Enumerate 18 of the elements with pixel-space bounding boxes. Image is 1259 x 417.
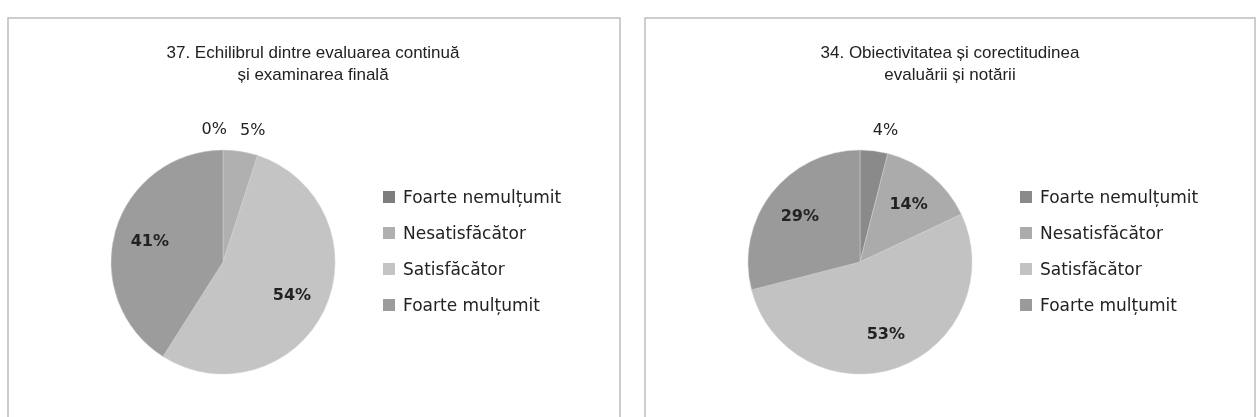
legend-label: Foarte nemulțumit: [403, 186, 562, 207]
legend-label: Nesatisfăcător: [1040, 222, 1163, 243]
legend-label: Foarte mulțumit: [1040, 294, 1178, 315]
data-label: 5%: [239, 120, 266, 140]
data-label: 29%: [780, 205, 819, 225]
text: 0%: [201, 118, 227, 138]
chart-title: 34. Obiectivitatea și corectitudinea evaluării și notării: [820, 43, 1080, 84]
legend-label: Satisfăcător: [403, 258, 505, 279]
data-label: 53%: [866, 324, 905, 344]
data-label: 54%: [272, 285, 312, 305]
legend-label: Foarte nemulțumit: [1040, 186, 1199, 207]
legend-label: Nesatisfăcător: [403, 222, 526, 243]
legend-label: Foarte mulțumit: [403, 294, 541, 315]
data-label: 41%: [130, 231, 170, 251]
data-label: 4%: [872, 119, 899, 139]
chart-title: 37. Echilibrul dintre evaluarea continuă și examinarea finală: [166, 43, 461, 84]
data-label: 14%: [889, 193, 928, 213]
legend-label: Satisfăcător: [1040, 258, 1142, 279]
